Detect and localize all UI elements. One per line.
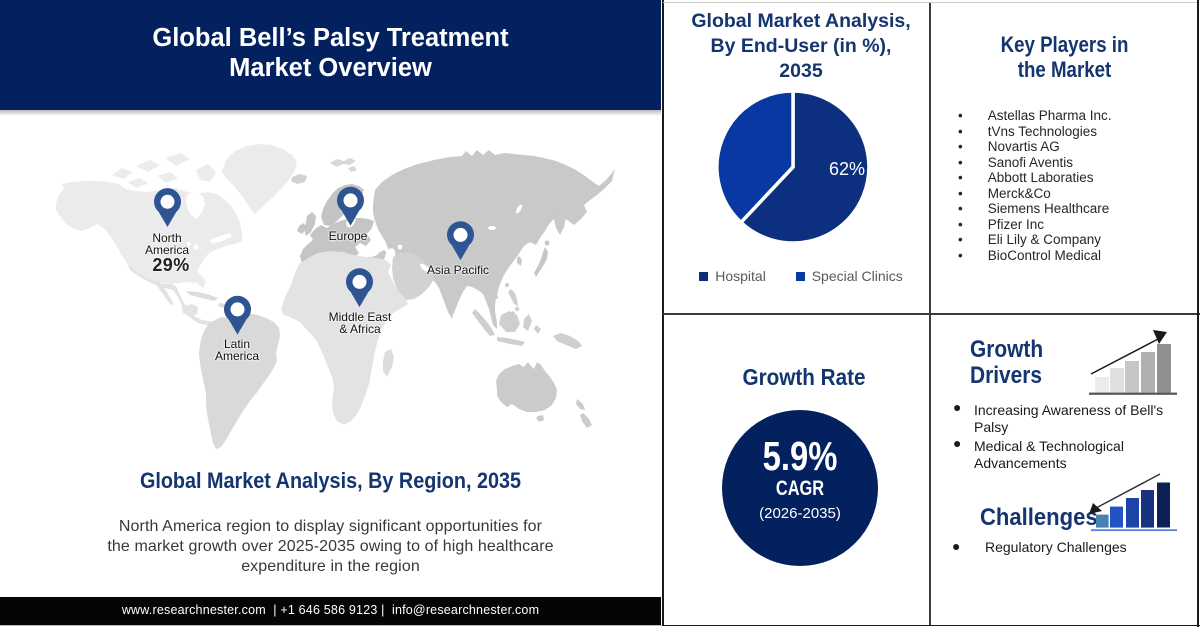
- svg-text:62%: 62%: [829, 159, 865, 179]
